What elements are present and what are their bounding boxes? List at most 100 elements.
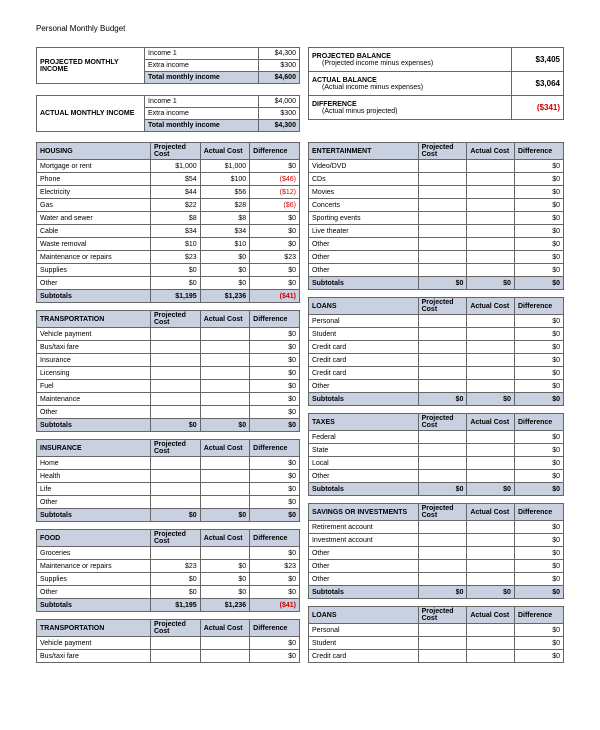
row-label: Credit card xyxy=(308,650,418,663)
actual-cost xyxy=(467,341,515,354)
actual-cost: $0 xyxy=(200,251,249,264)
projected-cost: $0 xyxy=(150,573,200,586)
row-label: Life xyxy=(37,483,151,496)
subtotal-diff: $0 xyxy=(514,393,563,406)
difference: $0 xyxy=(250,470,300,483)
column-header: Difference xyxy=(250,143,300,160)
cell: $4,300 xyxy=(258,48,299,60)
difference: $0 xyxy=(250,238,300,251)
projected-cost xyxy=(418,341,467,354)
subtotal-actual: $0 xyxy=(467,277,515,290)
row-label: Movies xyxy=(308,186,418,199)
subtotal-actual: $0 xyxy=(467,393,515,406)
row-label: Personal xyxy=(308,315,418,328)
column-header: Difference xyxy=(250,311,300,328)
actual-cost: $56 xyxy=(200,186,249,199)
section-header: FOOD xyxy=(37,530,151,547)
actual-cost xyxy=(467,624,515,637)
subtotal-diff: $0 xyxy=(514,483,563,496)
row-label: Fuel xyxy=(37,380,151,393)
subtotal-diff: ($41) xyxy=(250,599,300,612)
row-label: Other xyxy=(37,586,151,599)
actual-cost xyxy=(200,406,249,419)
actual-cost xyxy=(200,393,249,406)
actual-cost xyxy=(467,264,515,277)
projected-cost xyxy=(418,160,467,173)
subtotal-label: Subtotals xyxy=(308,586,418,599)
actual-cost xyxy=(467,380,515,393)
actual-cost: $8 xyxy=(200,212,249,225)
difference: $0 xyxy=(514,624,563,637)
projected-income-label: PROJECTED MONTHLY INCOME xyxy=(37,48,145,84)
section-header: HOUSING xyxy=(37,143,151,160)
projected-cost: $0 xyxy=(150,264,200,277)
section-header: TRANSPORTATION xyxy=(37,311,151,328)
actual-cost: $0 xyxy=(200,560,249,573)
column-header: Projected Cost xyxy=(418,504,467,521)
difference: ($6) xyxy=(250,199,300,212)
column-header: Difference xyxy=(514,607,563,624)
column-header: Projected Cost xyxy=(150,311,200,328)
column-header: Actual Cost xyxy=(200,620,249,637)
actual-cost: $0 xyxy=(200,277,249,290)
column-header: Projected Cost xyxy=(150,440,200,457)
projected-cost xyxy=(150,354,200,367)
projected-cost xyxy=(418,624,467,637)
actual-cost xyxy=(200,547,249,560)
summary-value: $3,405 xyxy=(512,48,564,72)
column-header: Projected Cost xyxy=(418,607,467,624)
projected-cost: $23 xyxy=(150,251,200,264)
row-label: Licensing xyxy=(37,367,151,380)
actual-cost xyxy=(467,431,515,444)
row-label: Other xyxy=(37,406,151,419)
row-label: State xyxy=(308,444,418,457)
actual-cost xyxy=(200,367,249,380)
row-label: Credit card xyxy=(308,341,418,354)
difference: $0 xyxy=(514,431,563,444)
row-label: Other xyxy=(37,277,151,290)
row-label: Other xyxy=(308,560,418,573)
subtotal-projected: $1,195 xyxy=(150,599,200,612)
subtotal-actual: $0 xyxy=(200,419,249,432)
row-label: Vehicle payment xyxy=(37,328,151,341)
actual-cost xyxy=(200,637,249,650)
difference: ($46) xyxy=(250,173,300,186)
section-header: LOANS xyxy=(308,298,418,315)
actual-cost xyxy=(200,457,249,470)
difference: $0 xyxy=(250,586,300,599)
actual-cost xyxy=(467,521,515,534)
row-label: Other xyxy=(308,547,418,560)
projected-cost xyxy=(418,547,467,560)
difference: $0 xyxy=(250,367,300,380)
row-label: Maintenance xyxy=(37,393,151,406)
summary-value: $3,064 xyxy=(512,72,564,96)
column-header: Difference xyxy=(514,504,563,521)
subtotal-projected: $0 xyxy=(150,509,200,522)
subtotal-actual: $0 xyxy=(200,509,249,522)
projected-cost xyxy=(150,470,200,483)
cell: $4,300 xyxy=(258,120,299,132)
projected-cost xyxy=(150,637,200,650)
difference: $0 xyxy=(250,380,300,393)
column-header: Actual Cost xyxy=(467,143,515,160)
difference: $0 xyxy=(514,521,563,534)
column-header: Actual Cost xyxy=(467,298,515,315)
difference: $0 xyxy=(250,573,300,586)
row-label: Supplies xyxy=(37,264,151,277)
row-label: Other xyxy=(308,251,418,264)
right-sections: ENTERTAINMENTProjected CostActual CostDi… xyxy=(308,142,564,663)
row-label: Health xyxy=(37,470,151,483)
projected-cost xyxy=(418,367,467,380)
actual-cost xyxy=(467,354,515,367)
row-label: Personal xyxy=(308,624,418,637)
difference: $0 xyxy=(514,367,563,380)
row-label: Live theater xyxy=(308,225,418,238)
projected-cost xyxy=(150,496,200,509)
row-label: CDs xyxy=(308,173,418,186)
projected-cost xyxy=(418,470,467,483)
column-header: Actual Cost xyxy=(467,607,515,624)
difference: $0 xyxy=(514,457,563,470)
difference: $0 xyxy=(514,341,563,354)
projected-cost xyxy=(418,251,467,264)
projected-cost: $34 xyxy=(150,225,200,238)
